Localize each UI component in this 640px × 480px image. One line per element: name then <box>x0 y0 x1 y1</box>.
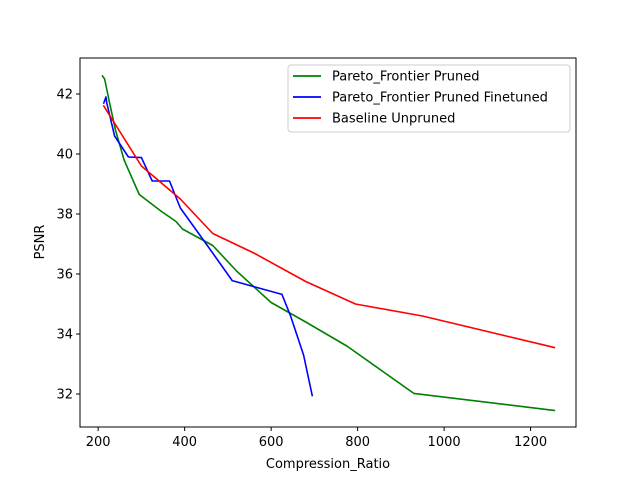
x-tick-label: 1200 <box>514 435 547 450</box>
x-tick-label: 600 <box>259 435 284 450</box>
legend-label-1: Pareto_Frontier Pruned <box>332 70 479 85</box>
series-layer <box>101 74 556 412</box>
series-line-3 <box>102 104 556 349</box>
y-tick-label: 38 <box>56 208 73 223</box>
legend: Pareto_Frontier Pruned Pareto_Frontier Pr… <box>287 64 571 133</box>
series-line-1 <box>101 74 556 412</box>
x-ticks: 200 400 600 800 1000 1200 <box>86 427 547 450</box>
x-axis-label: Compression_Ratio <box>266 457 390 472</box>
y-tick-label: 40 <box>56 148 73 163</box>
legend-box <box>287 64 571 133</box>
legend-label-3: Baseline Unpruned <box>332 112 455 127</box>
y-tick-label: 36 <box>56 268 73 283</box>
y-ticks: 32 34 36 38 40 42 <box>56 88 80 403</box>
legend-label-2: Pareto_Frontier Pruned Finetuned <box>332 91 548 106</box>
plot-frame <box>79 57 577 428</box>
x-tick-label: 400 <box>172 435 197 450</box>
x-tick-label: 1000 <box>428 435 461 450</box>
y-tick-label: 32 <box>56 388 73 403</box>
y-tick-label: 42 <box>56 88 73 103</box>
y-tick-label: 34 <box>56 328 73 343</box>
y-axis-label: PSNR <box>33 225 48 260</box>
x-tick-label: 800 <box>345 435 370 450</box>
x-tick-label: 200 <box>86 435 111 450</box>
